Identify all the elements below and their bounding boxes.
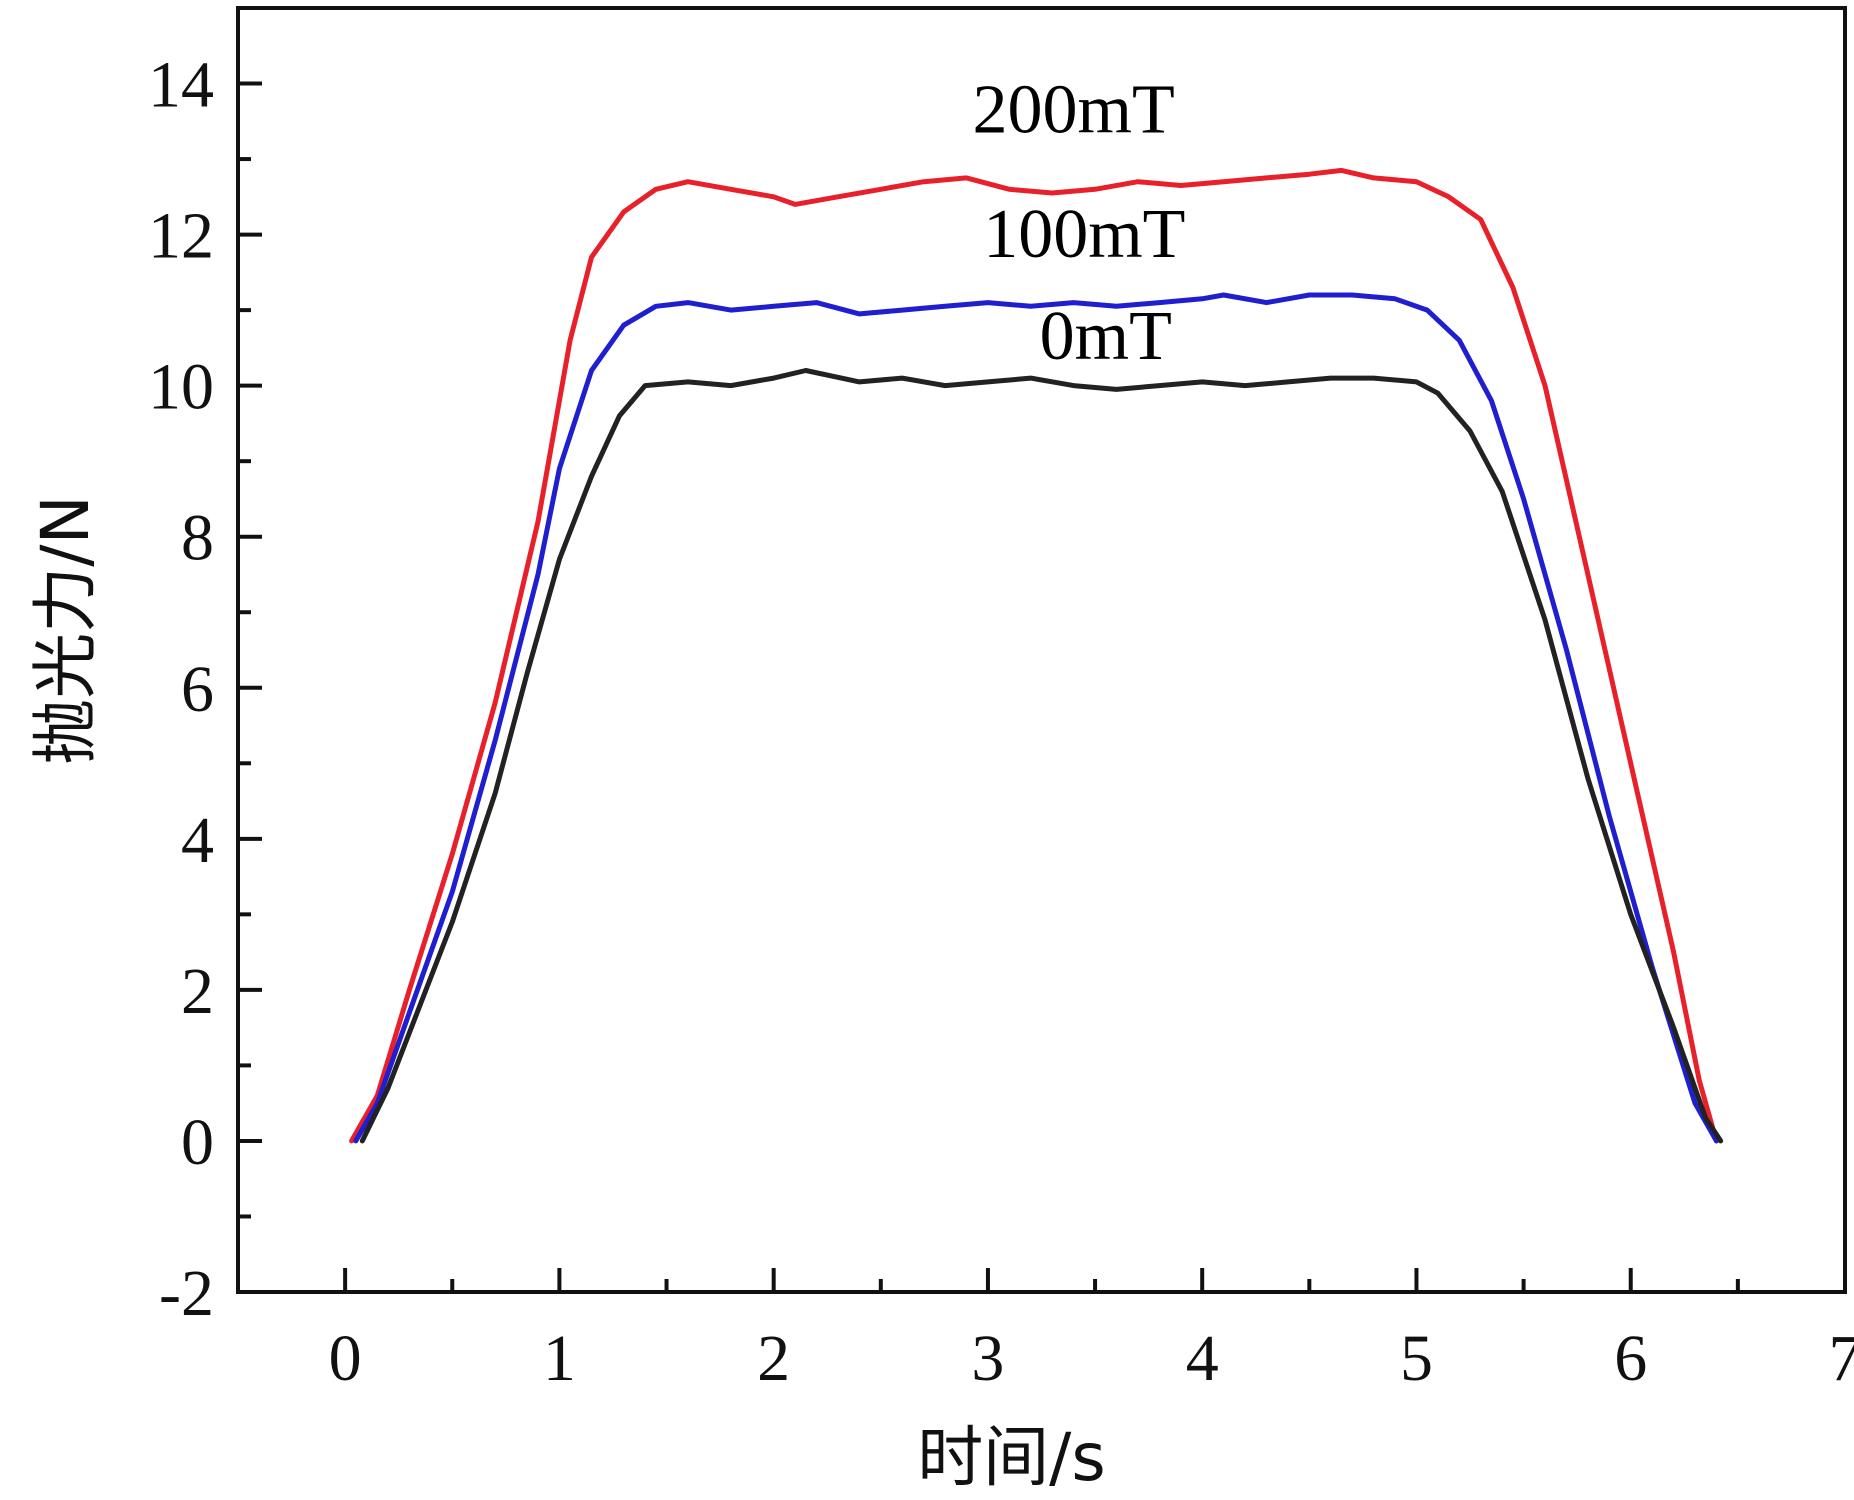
- series-label-100mT: 100mT: [983, 196, 1185, 273]
- x-tick-label: 3: [971, 1322, 1004, 1395]
- x-axis-title: 时间/s: [917, 1419, 1106, 1496]
- y-tick-label: 14: [148, 49, 214, 122]
- x-tick-label: 7: [1829, 1322, 1854, 1395]
- series-line-200mT: [349, 167, 1719, 1144]
- y-tick-label: 6: [181, 653, 214, 726]
- series-line-100mT: [353, 292, 1719, 1144]
- x-tick-label: 0: [329, 1322, 362, 1395]
- series-label-200mT: 200mT: [973, 72, 1175, 149]
- x-tick-label: 5: [1400, 1322, 1433, 1395]
- plot-frame: [236, 6, 1847, 1294]
- x-tick-label: 2: [757, 1322, 790, 1395]
- y-tick-label: 2: [181, 955, 214, 1028]
- x-tick-label: 6: [1614, 1322, 1647, 1395]
- x-tick-label: 1: [543, 1322, 576, 1395]
- y-tick-label: 0: [181, 1106, 214, 1179]
- series-lines: [349, 167, 1724, 1144]
- x-tick-label: 4: [1186, 1322, 1219, 1395]
- series-label-0mT: 0mT: [1040, 298, 1172, 375]
- y-tick-label: 4: [181, 804, 214, 877]
- series-labels: 200mT 100mT 0mT: [973, 72, 1186, 376]
- y-tick-label: 12: [148, 200, 214, 273]
- y-axis-title: 抛光力/N: [27, 495, 104, 765]
- series-line-0mT: [359, 368, 1724, 1144]
- axis-ticks: [238, 81, 1847, 1294]
- y-tick-label: 8: [181, 502, 214, 575]
- y-tick-label: 10: [148, 351, 214, 424]
- y-tick-label: -2: [159, 1257, 214, 1330]
